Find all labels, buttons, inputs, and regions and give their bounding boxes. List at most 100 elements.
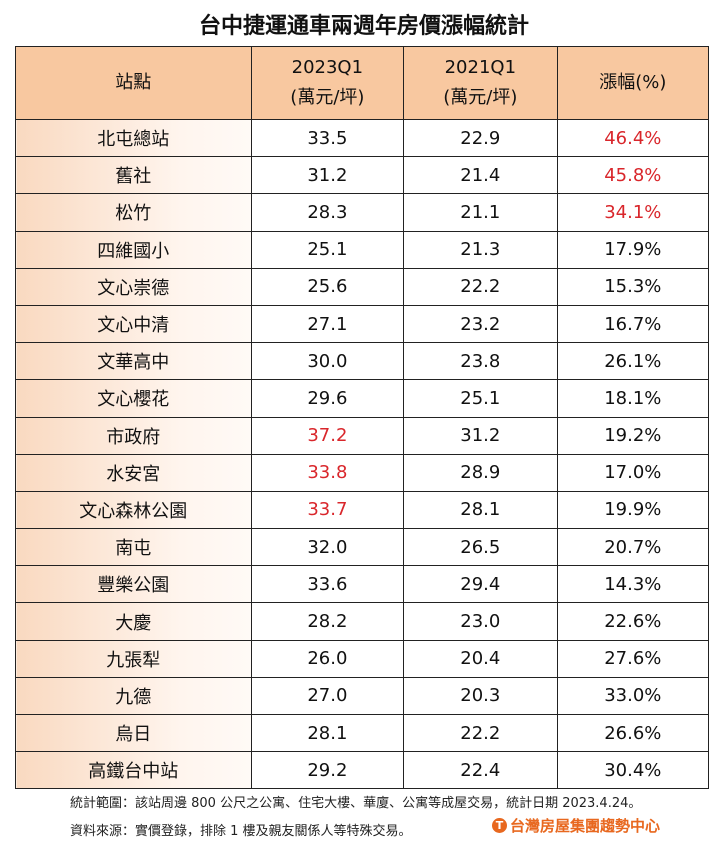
growth-cell: 17.0% (556, 453, 710, 492)
growth-cell: 22.6% (556, 602, 710, 641)
station-cell: 松竹 (15, 193, 252, 232)
growth-cell: 45.8% (556, 156, 710, 195)
header-growth: 漲幅(%) (556, 46, 710, 120)
header-2023q1: 2023Q1 (萬元/坪) (250, 46, 405, 120)
station-cell: 南屯 (15, 528, 252, 567)
table-row: 文華高中 30.0 23.8 26.1% (15, 342, 710, 381)
price-2021-cell: 21.1 (403, 193, 558, 232)
table-row: 四維國小 25.1 21.3 17.9% (15, 230, 710, 269)
price-2021-cell: 28.9 (403, 453, 558, 492)
station-cell: 北屯總站 (15, 118, 252, 158)
price-2023-cell: 29.2 (250, 751, 405, 790)
price-2023-cell: 27.1 (250, 304, 405, 344)
footnote-scope: 統計範圍：該站周邊 800 公尺之公寓、住宅大樓、華廈、公寓等成屋交易，統計日期… (70, 796, 642, 811)
table-title: 台中捷運通車兩週年房價漲幅統計 (198, 14, 529, 39)
growth-cell: 19.9% (556, 490, 710, 530)
table-row: 豐樂公園 33.6 29.4 14.3% (15, 565, 710, 604)
price-2021-cell: 26.5 (403, 528, 558, 567)
growth-cell: 16.7% (556, 304, 710, 344)
station-cell: 市政府 (15, 416, 252, 455)
price-2023-cell: 30.0 (250, 342, 405, 381)
header-2021q1-label: 2021Q1 (444, 57, 517, 78)
growth-cell: 26.6% (556, 713, 710, 753)
growth-cell: 33.0% (556, 676, 710, 716)
price-2021-cell: 21.4 (403, 156, 558, 195)
price-2023-cell: 28.2 (250, 602, 405, 641)
table-row: 烏日 28.1 22.2 26.6% (15, 713, 710, 753)
price-2021-cell: 23.8 (403, 342, 558, 381)
station-cell: 舊社 (15, 156, 252, 195)
station-cell: 文心森林公園 (15, 490, 252, 530)
price-2021-cell: 23.2 (403, 304, 558, 344)
growth-cell: 18.1% (556, 379, 710, 418)
growth-cell: 20.7% (556, 528, 710, 567)
price-2021-cell: 22.9 (403, 118, 558, 158)
growth-cell: 27.6% (556, 639, 710, 678)
price-2023-cell: 26.0 (250, 639, 405, 678)
logo: T 台灣房屋集團趨勢中心 (492, 815, 660, 836)
table-row: 文心中清 27.1 23.2 16.7% (15, 304, 710, 344)
station-cell: 豐樂公園 (15, 565, 252, 604)
header-row: 站點 2023Q1 (萬元/坪) 2021Q1 (萬元/坪) 漲幅(%) (15, 46, 710, 120)
price-table: 站點 2023Q1 (萬元/坪) 2021Q1 (萬元/坪) 漲幅(%) 北屯總站 3… (15, 46, 710, 790)
logo-mark-icon: T (492, 818, 507, 833)
header-2023q1-label: 2023Q1 (291, 57, 364, 78)
station-cell: 九張犁 (15, 639, 252, 678)
price-2021-cell: 21.3 (403, 230, 558, 269)
price-2023-cell: 25.6 (250, 267, 405, 306)
header-2021q1-unit: (萬元/坪) (443, 87, 518, 108)
price-2023-cell: 29.6 (250, 379, 405, 418)
price-2023-cell: 28.1 (250, 713, 405, 753)
table-row: 文心櫻花 29.6 25.1 18.1% (15, 379, 710, 418)
station-cell: 烏日 (15, 713, 252, 753)
price-2021-cell: 29.4 (403, 565, 558, 604)
table-row: 大慶 28.2 23.0 22.6% (15, 602, 710, 641)
price-2023-cell: 31.2 (250, 156, 405, 195)
station-cell: 文心崇德 (15, 267, 252, 306)
growth-cell: 15.3% (556, 267, 710, 306)
price-2021-cell: 28.1 (403, 490, 558, 530)
footnote-source: 資料來源：實價登錄，排除 1 樓及親友關係人等特殊交易。 (70, 824, 412, 839)
table-row: 九德 27.0 20.3 33.0% (15, 676, 710, 716)
table-row: 水安宮 33.8 28.9 17.0% (15, 453, 710, 492)
price-2021-cell: 25.1 (403, 379, 558, 418)
price-2023-cell: 32.0 (250, 528, 405, 567)
price-2023-cell: 33.5 (250, 118, 405, 158)
table-row: 文心崇德 25.6 22.2 15.3% (15, 267, 710, 306)
price-2021-cell: 20.4 (403, 639, 558, 678)
growth-cell: 17.9% (556, 230, 710, 269)
price-2023-cell: 37.2 (250, 416, 405, 455)
price-2021-cell: 22.4 (403, 751, 558, 790)
station-cell: 四維國小 (15, 230, 252, 269)
price-2023-cell: 25.1 (250, 230, 405, 269)
header-station: 站點 (15, 46, 252, 120)
price-2023-cell: 33.6 (250, 565, 405, 604)
price-2023-cell: 33.7 (250, 490, 405, 530)
header-2023q1-unit: (萬元/坪) (290, 87, 365, 108)
growth-cell: 30.4% (556, 751, 710, 790)
header-2021q1: 2021Q1 (萬元/坪) (403, 46, 558, 120)
growth-cell: 26.1% (556, 342, 710, 381)
price-2021-cell: 22.2 (403, 267, 558, 306)
table-row: 市政府 37.2 31.2 19.2% (15, 416, 710, 455)
table-row: 文心森林公園 33.7 28.1 19.9% (15, 490, 710, 530)
station-cell: 九德 (15, 676, 252, 716)
price-2021-cell: 31.2 (403, 416, 558, 455)
station-cell: 文心中清 (15, 304, 252, 344)
table-row: 九張犁 26.0 20.4 27.6% (15, 639, 710, 678)
station-cell: 文心櫻花 (15, 379, 252, 418)
table-row: 松竹 28.3 21.1 34.1% (15, 193, 710, 232)
table-row: 北屯總站 33.5 22.9 46.4% (15, 118, 710, 158)
price-2021-cell: 23.0 (403, 602, 558, 641)
station-cell: 大慶 (15, 602, 252, 641)
logo-text: 台灣房屋集團趨勢中心 (510, 817, 661, 835)
growth-cell: 19.2% (556, 416, 710, 455)
growth-cell: 34.1% (556, 193, 710, 232)
price-2023-cell: 33.8 (250, 453, 405, 492)
station-cell: 高鐵台中站 (15, 751, 252, 790)
station-cell: 文華高中 (15, 342, 252, 381)
station-cell: 水安宮 (15, 453, 252, 492)
growth-cell: 14.3% (556, 565, 710, 604)
table-row: 南屯 32.0 26.5 20.7% (15, 528, 710, 567)
table-row: 舊社 31.2 21.4 45.8% (15, 156, 710, 195)
